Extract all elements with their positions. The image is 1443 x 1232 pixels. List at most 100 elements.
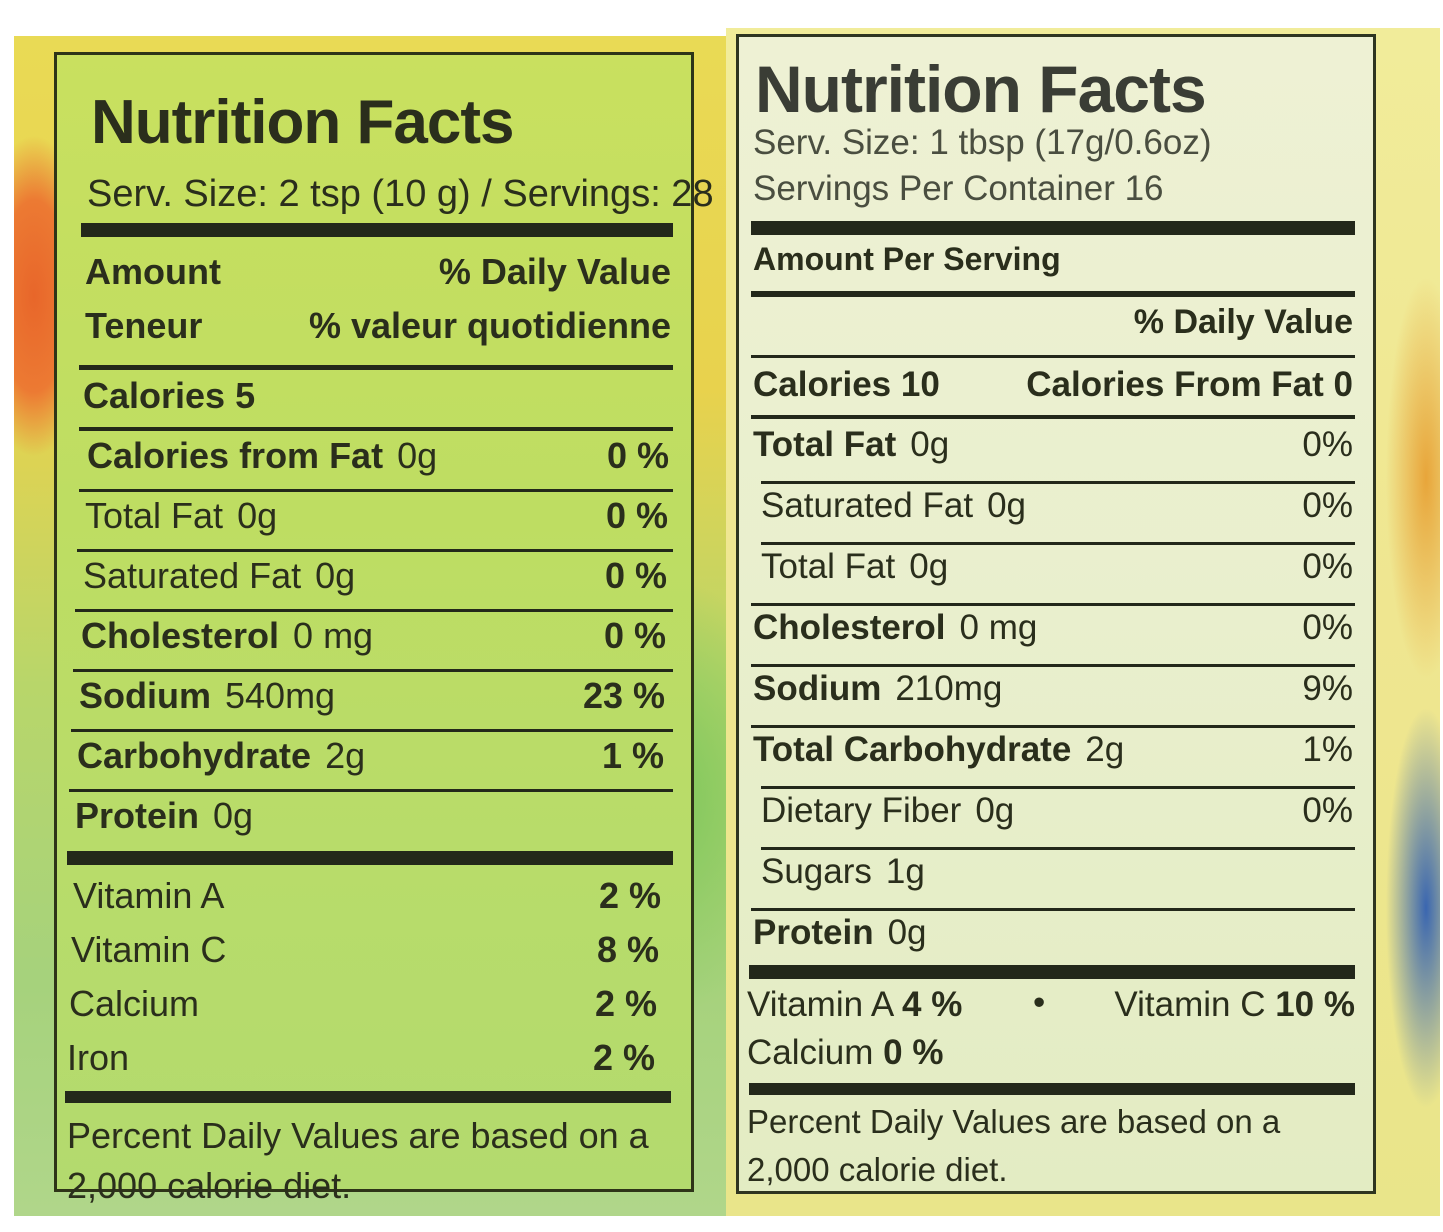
right-vitamin-a: Vitamin A 4 % xyxy=(747,985,962,1025)
right-rule-thick-vit xyxy=(749,965,1355,979)
right-row-amount: 0g xyxy=(887,913,927,952)
right-row-amount: 0g xyxy=(987,486,1027,525)
right-calories-from-fat: Calories From Fat 0 xyxy=(1026,365,1353,404)
left-row: Saturated Fat 0g xyxy=(83,555,355,597)
left-row-name: Protein xyxy=(75,795,200,836)
left-row-dv: 0 % xyxy=(604,555,667,596)
right-row-name: Sugars xyxy=(761,852,872,891)
right-row-rule xyxy=(751,664,1355,667)
left-row-rule xyxy=(71,729,673,732)
right-rule-after-dv xyxy=(751,355,1355,358)
right-vitamin-a-label: Vitamin A xyxy=(747,985,893,1024)
right-row: Saturated Fat 0g xyxy=(761,486,1026,526)
left-row-name: Total Fat xyxy=(85,495,224,536)
right-rule-after-amount xyxy=(751,291,1355,297)
right-row-rule xyxy=(751,725,1355,728)
left-row-rule xyxy=(77,549,673,552)
left-row-dv: 0 % xyxy=(605,495,668,536)
right-title: Nutrition Facts xyxy=(755,52,1207,126)
right-row-name: Sodium xyxy=(753,669,882,708)
right-calcium-dv: 0 % xyxy=(883,1033,944,1072)
left-row-amount: 2g xyxy=(325,735,366,776)
left-rule-thick-vit xyxy=(67,851,673,865)
right-servings-per-container: Servings Per Container 16 xyxy=(753,169,1164,208)
right-row: Total Carbohydrate 2g xyxy=(753,730,1124,770)
left-footnote-line2: 2,000 calorie diet. xyxy=(67,1165,352,1206)
left-vitamin-name: Calcium xyxy=(69,983,200,1024)
right-row: Total Fat 0g xyxy=(753,425,949,465)
left-header-teneur: Teneur xyxy=(85,305,203,346)
right-vitamin-c-label: Vitamin C xyxy=(1114,985,1266,1024)
left-row: Calories from Fat 0g xyxy=(87,435,437,477)
right-row-rule xyxy=(751,603,1355,606)
right-calories: Calories 10 xyxy=(753,365,940,405)
right-row-dv: 0% xyxy=(1302,425,1353,464)
right-row-name: Total Fat xyxy=(761,547,896,586)
right-vitamin-a-dv: 4 % xyxy=(902,985,963,1024)
right-rule-thick-foot xyxy=(749,1083,1355,1095)
left-vitamin-dv: 8 % xyxy=(596,929,659,970)
left-rule-thick-foot xyxy=(65,1091,671,1103)
right-row-amount: 2g xyxy=(1085,730,1125,769)
right-row-dv: 0% xyxy=(1302,791,1353,830)
right-row-rule xyxy=(751,908,1355,911)
left-header-valeur: % valeur quotidienne xyxy=(308,305,671,346)
left-row-name: Saturated Fat xyxy=(83,555,302,596)
right-row-dv: 9% xyxy=(1302,669,1353,708)
left-row: Total Fat 0g xyxy=(85,495,277,537)
right-row-rule xyxy=(761,481,1355,484)
left-title: Nutrition Facts xyxy=(91,88,514,157)
left-row-name: Cholesterol xyxy=(81,615,280,656)
right-label-photo: Nutrition Facts Serv. Size: 1 tbsp (17g/… xyxy=(726,28,1440,1216)
left-rule-thick-top xyxy=(81,223,673,237)
right-row-amount: 0g xyxy=(975,791,1015,830)
right-row-name: Total Carbohydrate xyxy=(753,730,1072,769)
right-amount-per-serving: Amount Per Serving xyxy=(753,241,1061,277)
right-row: Protein 0g xyxy=(753,913,927,953)
right-nutrition-panel: Nutrition Facts Serv. Size: 1 tbsp (17g/… xyxy=(736,34,1376,1194)
left-row-amount: 0g xyxy=(213,795,254,836)
left-vitamin-name: Iron xyxy=(67,1037,130,1078)
left-row-dv: 0 % xyxy=(606,435,669,476)
left-vitamin-name: Vitamin A xyxy=(73,875,225,916)
right-row-rule xyxy=(761,847,1355,850)
right-row-dv: 0% xyxy=(1302,608,1353,647)
right-calories-value: 10 xyxy=(900,365,940,404)
right-row-dv: 0% xyxy=(1302,547,1353,586)
right-row-amount: 0 mg xyxy=(959,608,1038,647)
left-row-amount: 0g xyxy=(397,435,438,476)
right-row-name: Saturated Fat xyxy=(761,486,974,525)
left-row-rule xyxy=(79,489,673,492)
left-calories-value: 5 xyxy=(235,375,256,416)
left-row-rule xyxy=(73,669,673,672)
left-vitamin-name: Vitamin C xyxy=(71,929,227,970)
right-row-name: Total Fat xyxy=(753,425,897,464)
left-row-amount: 0 mg xyxy=(293,615,374,656)
right-row-rule xyxy=(761,786,1355,789)
right-row-amount: 0g xyxy=(910,425,950,464)
left-vitamin-dv: 2 % xyxy=(592,1037,655,1078)
right-row: Dietary Fiber 0g xyxy=(761,791,1014,831)
left-serving-line: Serv. Size: 2 tsp (10 g) / Servings: 28 xyxy=(87,173,714,215)
left-calories: Calories 5 xyxy=(83,375,255,417)
left-header-amount: Amount xyxy=(85,251,221,292)
right-footnote-line2: 2,000 calorie diet. xyxy=(747,1151,1008,1188)
right-calories-label: Calories xyxy=(753,365,892,404)
right-row-name: Dietary Fiber xyxy=(761,791,962,830)
left-row-amount: 0g xyxy=(237,495,278,536)
left-row-name: Sodium xyxy=(79,675,211,716)
left-footnote-line1: Percent Daily Values are based on a xyxy=(67,1115,649,1156)
left-row-amount: 540mg xyxy=(225,675,336,716)
right-rule-thick-top xyxy=(751,221,1355,235)
left-row-dv: 0 % xyxy=(603,615,666,656)
right-calcium: Calcium 0 % xyxy=(747,1033,943,1073)
right-row-amount: 1g xyxy=(885,852,925,891)
right-row-rule xyxy=(761,542,1355,545)
right-row-amount: 210mg xyxy=(895,669,1003,708)
left-row: Protein 0g xyxy=(75,795,253,837)
left-row: Carbohydrate 2g xyxy=(77,735,365,777)
left-label-photo: Nutrition Facts Serv. Size: 2 tsp (10 g)… xyxy=(14,36,726,1216)
right-calcium-label: Calcium xyxy=(747,1033,874,1072)
left-nutrition-panel: Nutrition Facts Serv. Size: 2 tsp (10 g)… xyxy=(54,52,714,1206)
left-rule-mid xyxy=(79,365,673,370)
